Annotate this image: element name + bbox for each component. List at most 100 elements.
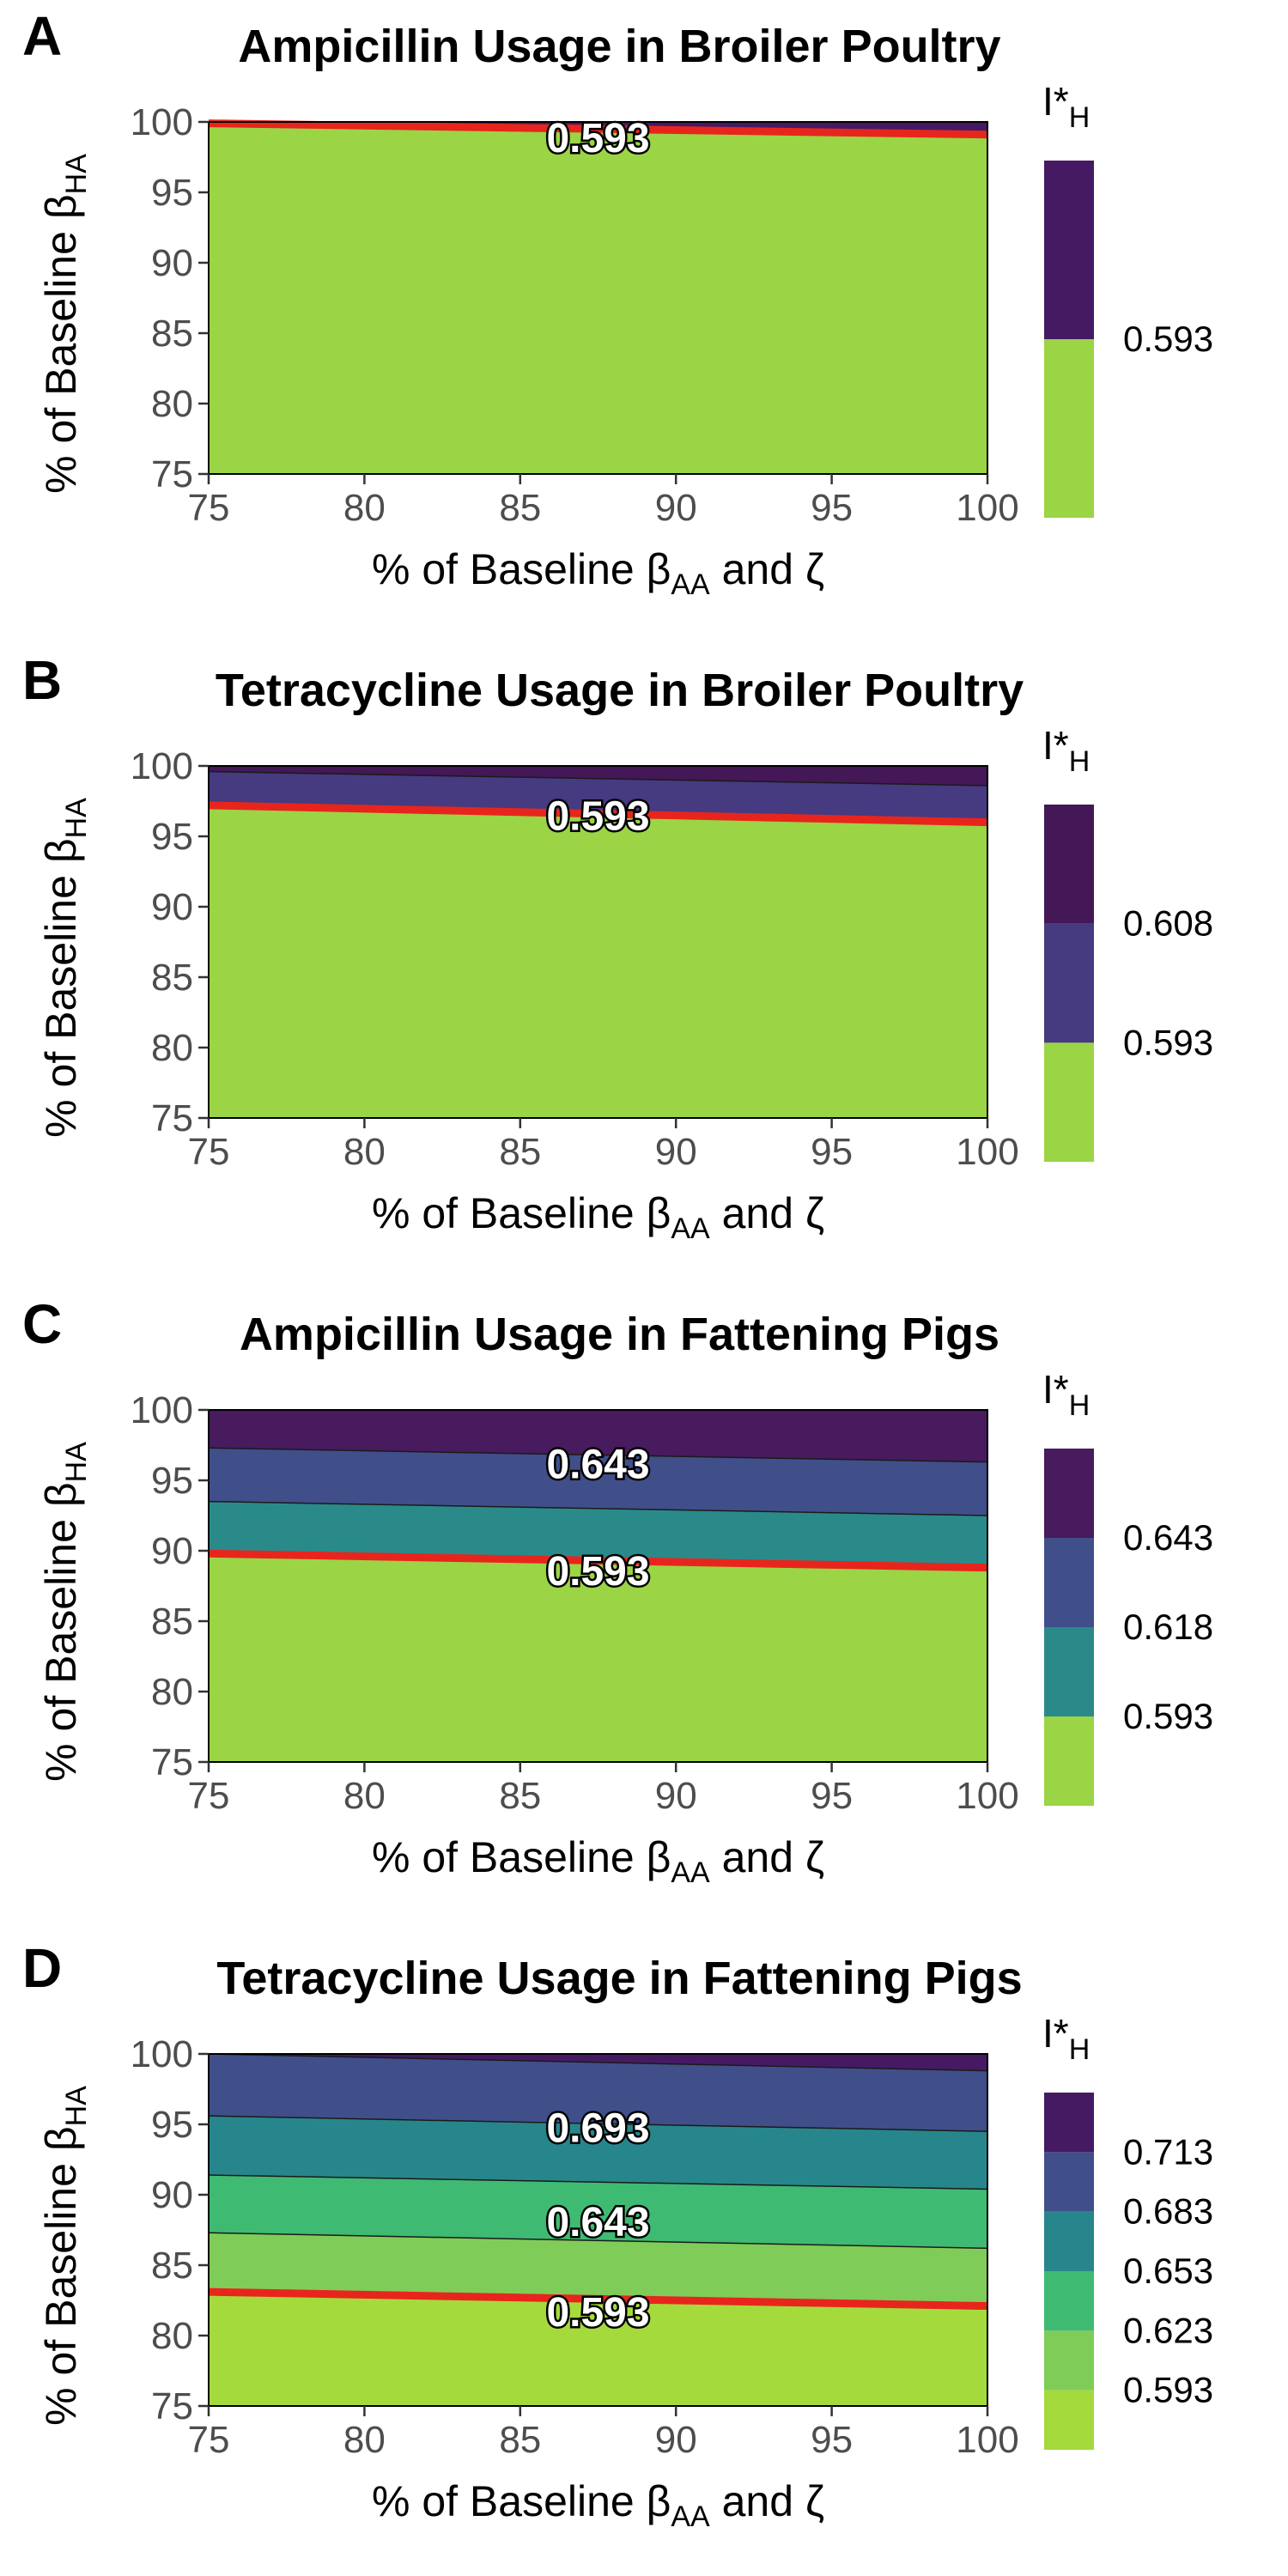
x-tick-label: 75 (188, 487, 230, 529)
y-tick-label: 90 (151, 886, 193, 928)
y-tick-label: 100 (131, 1389, 193, 1431)
y-tick-label: 75 (151, 2385, 193, 2427)
y-tick-label: 80 (151, 1027, 193, 1069)
x-tick-label: 90 (655, 1775, 697, 1817)
legend-label: 0.713 (1123, 2131, 1213, 2172)
legend-swatch-5 (1044, 2152, 1094, 2212)
legend-swatch-1 (1044, 339, 1094, 518)
chart-title: Ampicillin Usage in Broiler Poultry (238, 21, 1000, 72)
plot-border (208, 121, 988, 475)
chart-title: Tetracycline Usage in Fattening Pigs (216, 1953, 1022, 2004)
y-axis-title: % of Baseline βHA (37, 1442, 93, 1782)
legend-label: 0.623 (1123, 2310, 1213, 2350)
x-tick-label: 75 (188, 1775, 230, 1817)
legend-label: 0.653 (1123, 2251, 1213, 2291)
chart-panel-b: B Tetracycline Usage in Broiler Poultry 0.… (22, 649, 1213, 1245)
legend-swatch-1 (1044, 1716, 1094, 1806)
contour-line-3 (208, 2174, 988, 2190)
x-tick-label: 80 (343, 487, 386, 529)
legend-title: I*H (1042, 2011, 1090, 2066)
legend-swatch-2 (1044, 161, 1094, 339)
x-tick-label: 85 (499, 1775, 541, 1817)
y-tick-label: 95 (151, 816, 193, 858)
legend-swatch-1 (1044, 1042, 1094, 1162)
y-axis-title: % of Baseline βHA (37, 2086, 93, 2426)
legend-label: 0.593 (1123, 1022, 1213, 1062)
x-tick-label: 90 (655, 2419, 697, 2461)
contour-label: 0.593 (546, 1549, 649, 1595)
panel-letter: C (22, 1293, 62, 1355)
y-tick-label: 95 (151, 1460, 193, 1502)
legend-swatch-2 (1044, 2330, 1094, 2391)
y-tick-label: 100 (131, 101, 193, 143)
y-tick-label: 75 (151, 453, 193, 495)
legend-swatch-3 (1044, 1538, 1094, 1627)
x-tick-label: 95 (811, 1775, 853, 1817)
y-tick-label: 80 (151, 1671, 193, 1713)
legend-swatch-4 (1044, 2211, 1094, 2271)
threshold-line (208, 801, 988, 827)
x-tick-label: 95 (811, 2419, 853, 2461)
legend-swatch-4 (1044, 1449, 1094, 1538)
y-tick-label: 85 (151, 2245, 193, 2287)
x-tick-label: 95 (811, 487, 853, 529)
chart-panel-d: D Tetracycline Usage in Fattening Pigs 0.6… (22, 1937, 1213, 2533)
y-tick-label: 95 (151, 172, 193, 214)
contour-label: 0.593 (546, 793, 649, 839)
x-tick-label: 80 (343, 2419, 386, 2461)
x-tick-label: 85 (499, 2419, 541, 2461)
panel-letter: D (22, 1937, 62, 1999)
y-tick-label: 80 (151, 2315, 193, 2357)
y-axis-title: % of Baseline βHA (37, 798, 93, 1138)
contour-line-3 (208, 1447, 988, 1463)
legend-label: 0.643 (1123, 1517, 1213, 1558)
y-tick-label: 85 (151, 1601, 193, 1643)
y-tick-label: 80 (151, 383, 193, 425)
x-tick-label: 90 (655, 1131, 697, 1173)
plot-border (208, 765, 988, 1119)
y-tick-label: 85 (151, 313, 193, 355)
panel-letter: B (22, 649, 62, 711)
legend-title: I*H (1042, 723, 1090, 778)
legend-label: 0.593 (1123, 1696, 1213, 1736)
x-axis-title: % of Baseline βAA and ζ (372, 2477, 824, 2533)
contour-label: 0.593 (546, 2290, 649, 2336)
y-tick-label: 90 (151, 242, 193, 284)
plot-border (208, 2053, 988, 2407)
contour-label: 0.593 (546, 116, 649, 161)
threshold-line (208, 1549, 988, 1572)
y-axis-title: % of Baseline βHA (37, 154, 93, 494)
x-axis-title: % of Baseline βAA and ζ (372, 1189, 824, 1245)
legend-label: 0.593 (1123, 319, 1213, 359)
x-tick-label: 100 (956, 1131, 1018, 1173)
panel-letter: A (22, 5, 62, 67)
contour-line-5 (208, 2053, 988, 2072)
y-tick-label: 100 (131, 2033, 193, 2075)
threshold-line (208, 2287, 988, 2311)
x-tick-label: 100 (956, 487, 1018, 529)
plot-border (208, 1409, 988, 1763)
x-tick-label: 100 (956, 2419, 1018, 2461)
x-tick-label: 85 (499, 1131, 541, 1173)
chart-title: Ampicillin Usage in Fattening Pigs (240, 1309, 999, 1360)
legend-swatch-2 (1044, 923, 1094, 1043)
x-tick-label: 100 (956, 1775, 1018, 1817)
y-tick-label: 75 (151, 1097, 193, 1139)
x-tick-label: 90 (655, 487, 697, 529)
threshold-line (208, 119, 988, 139)
y-tick-label: 90 (151, 1530, 193, 1572)
chart-panel-c: C Ampicillin Usage in Fattening Pigs 0.643… (22, 1293, 1213, 1889)
chart-title: Tetracycline Usage in Broiler Poultry (216, 665, 1024, 716)
legend-swatch-2 (1044, 1627, 1094, 1716)
contour-band-1 (208, 123, 988, 475)
x-axis-title: % of Baseline βAA and ζ (372, 545, 824, 601)
y-tick-label: 75 (151, 1741, 193, 1783)
contour-line-2 (208, 2232, 988, 2250)
contour-band-1 (208, 805, 988, 1119)
x-tick-label: 80 (343, 1775, 386, 1817)
legend-title: I*H (1042, 79, 1090, 134)
chart-panel-a: A Ampicillin Usage in Broiler Poultry 0.59… (22, 5, 1213, 601)
x-tick-label: 80 (343, 1131, 386, 1173)
contour-line-2 (208, 1500, 988, 1516)
